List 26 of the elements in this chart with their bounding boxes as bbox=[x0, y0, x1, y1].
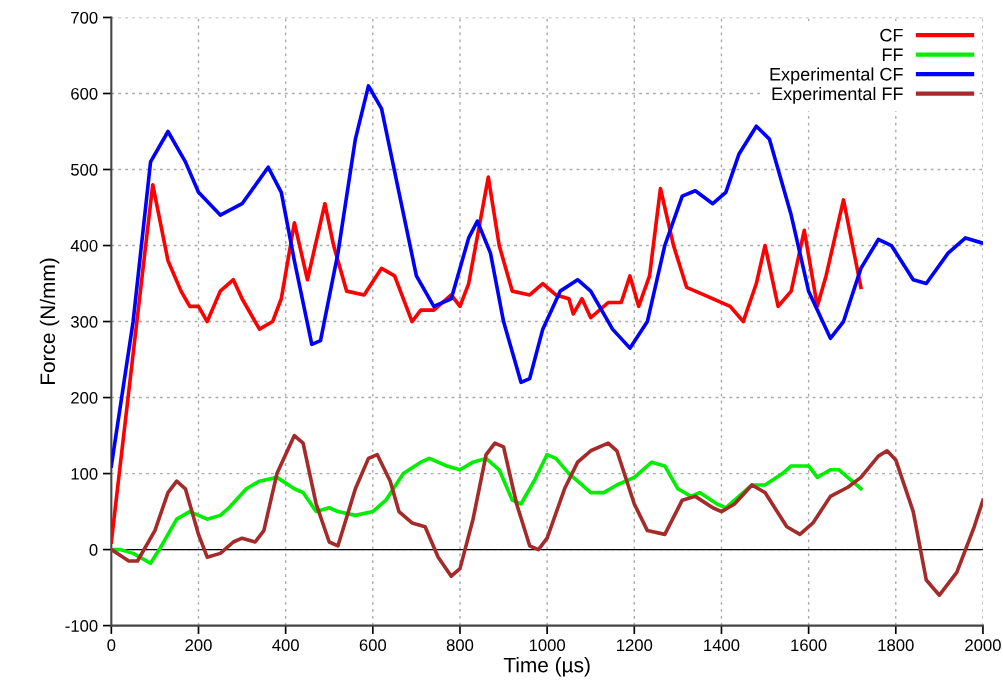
y-tick-label: 600 bbox=[71, 87, 98, 100]
x-tick-label: 1000 bbox=[529, 639, 566, 652]
legend-label: CF bbox=[880, 28, 903, 42]
x-tick-label: 400 bbox=[272, 639, 299, 652]
y-tick-label: 100 bbox=[71, 467, 98, 480]
y-tick-label: -100 bbox=[65, 620, 98, 632]
y-tick-label: 200 bbox=[71, 391, 98, 404]
legend-label: FF bbox=[882, 48, 903, 61]
x-tick-label: 1800 bbox=[878, 639, 914, 652]
x-tick-label: 1200 bbox=[617, 639, 653, 652]
y-tick-label: 700 bbox=[71, 11, 98, 24]
y-axis-title: Force (N/mm) bbox=[39, 258, 60, 385]
y-tick-label: 0 bbox=[89, 543, 98, 556]
y-tick-label: 500 bbox=[71, 163, 98, 176]
legend-label: Experimental CF bbox=[770, 67, 903, 85]
x-tick-label: 1600 bbox=[791, 639, 827, 652]
x-tick-label: 2000 bbox=[965, 639, 1001, 652]
x-tick-label: 600 bbox=[359, 639, 387, 652]
x-tick-label: 200 bbox=[185, 639, 212, 652]
y-tick-label: 400 bbox=[70, 239, 98, 252]
x-axis-title: Time (µs) bbox=[503, 657, 590, 677]
x-tick-label: 1400 bbox=[704, 639, 740, 652]
x-tick-label: 0 bbox=[107, 639, 116, 652]
legend-label: Experimental FF bbox=[772, 86, 903, 104]
y-tick-label: 300 bbox=[70, 315, 98, 328]
x-tick-label: 800 bbox=[446, 639, 474, 652]
